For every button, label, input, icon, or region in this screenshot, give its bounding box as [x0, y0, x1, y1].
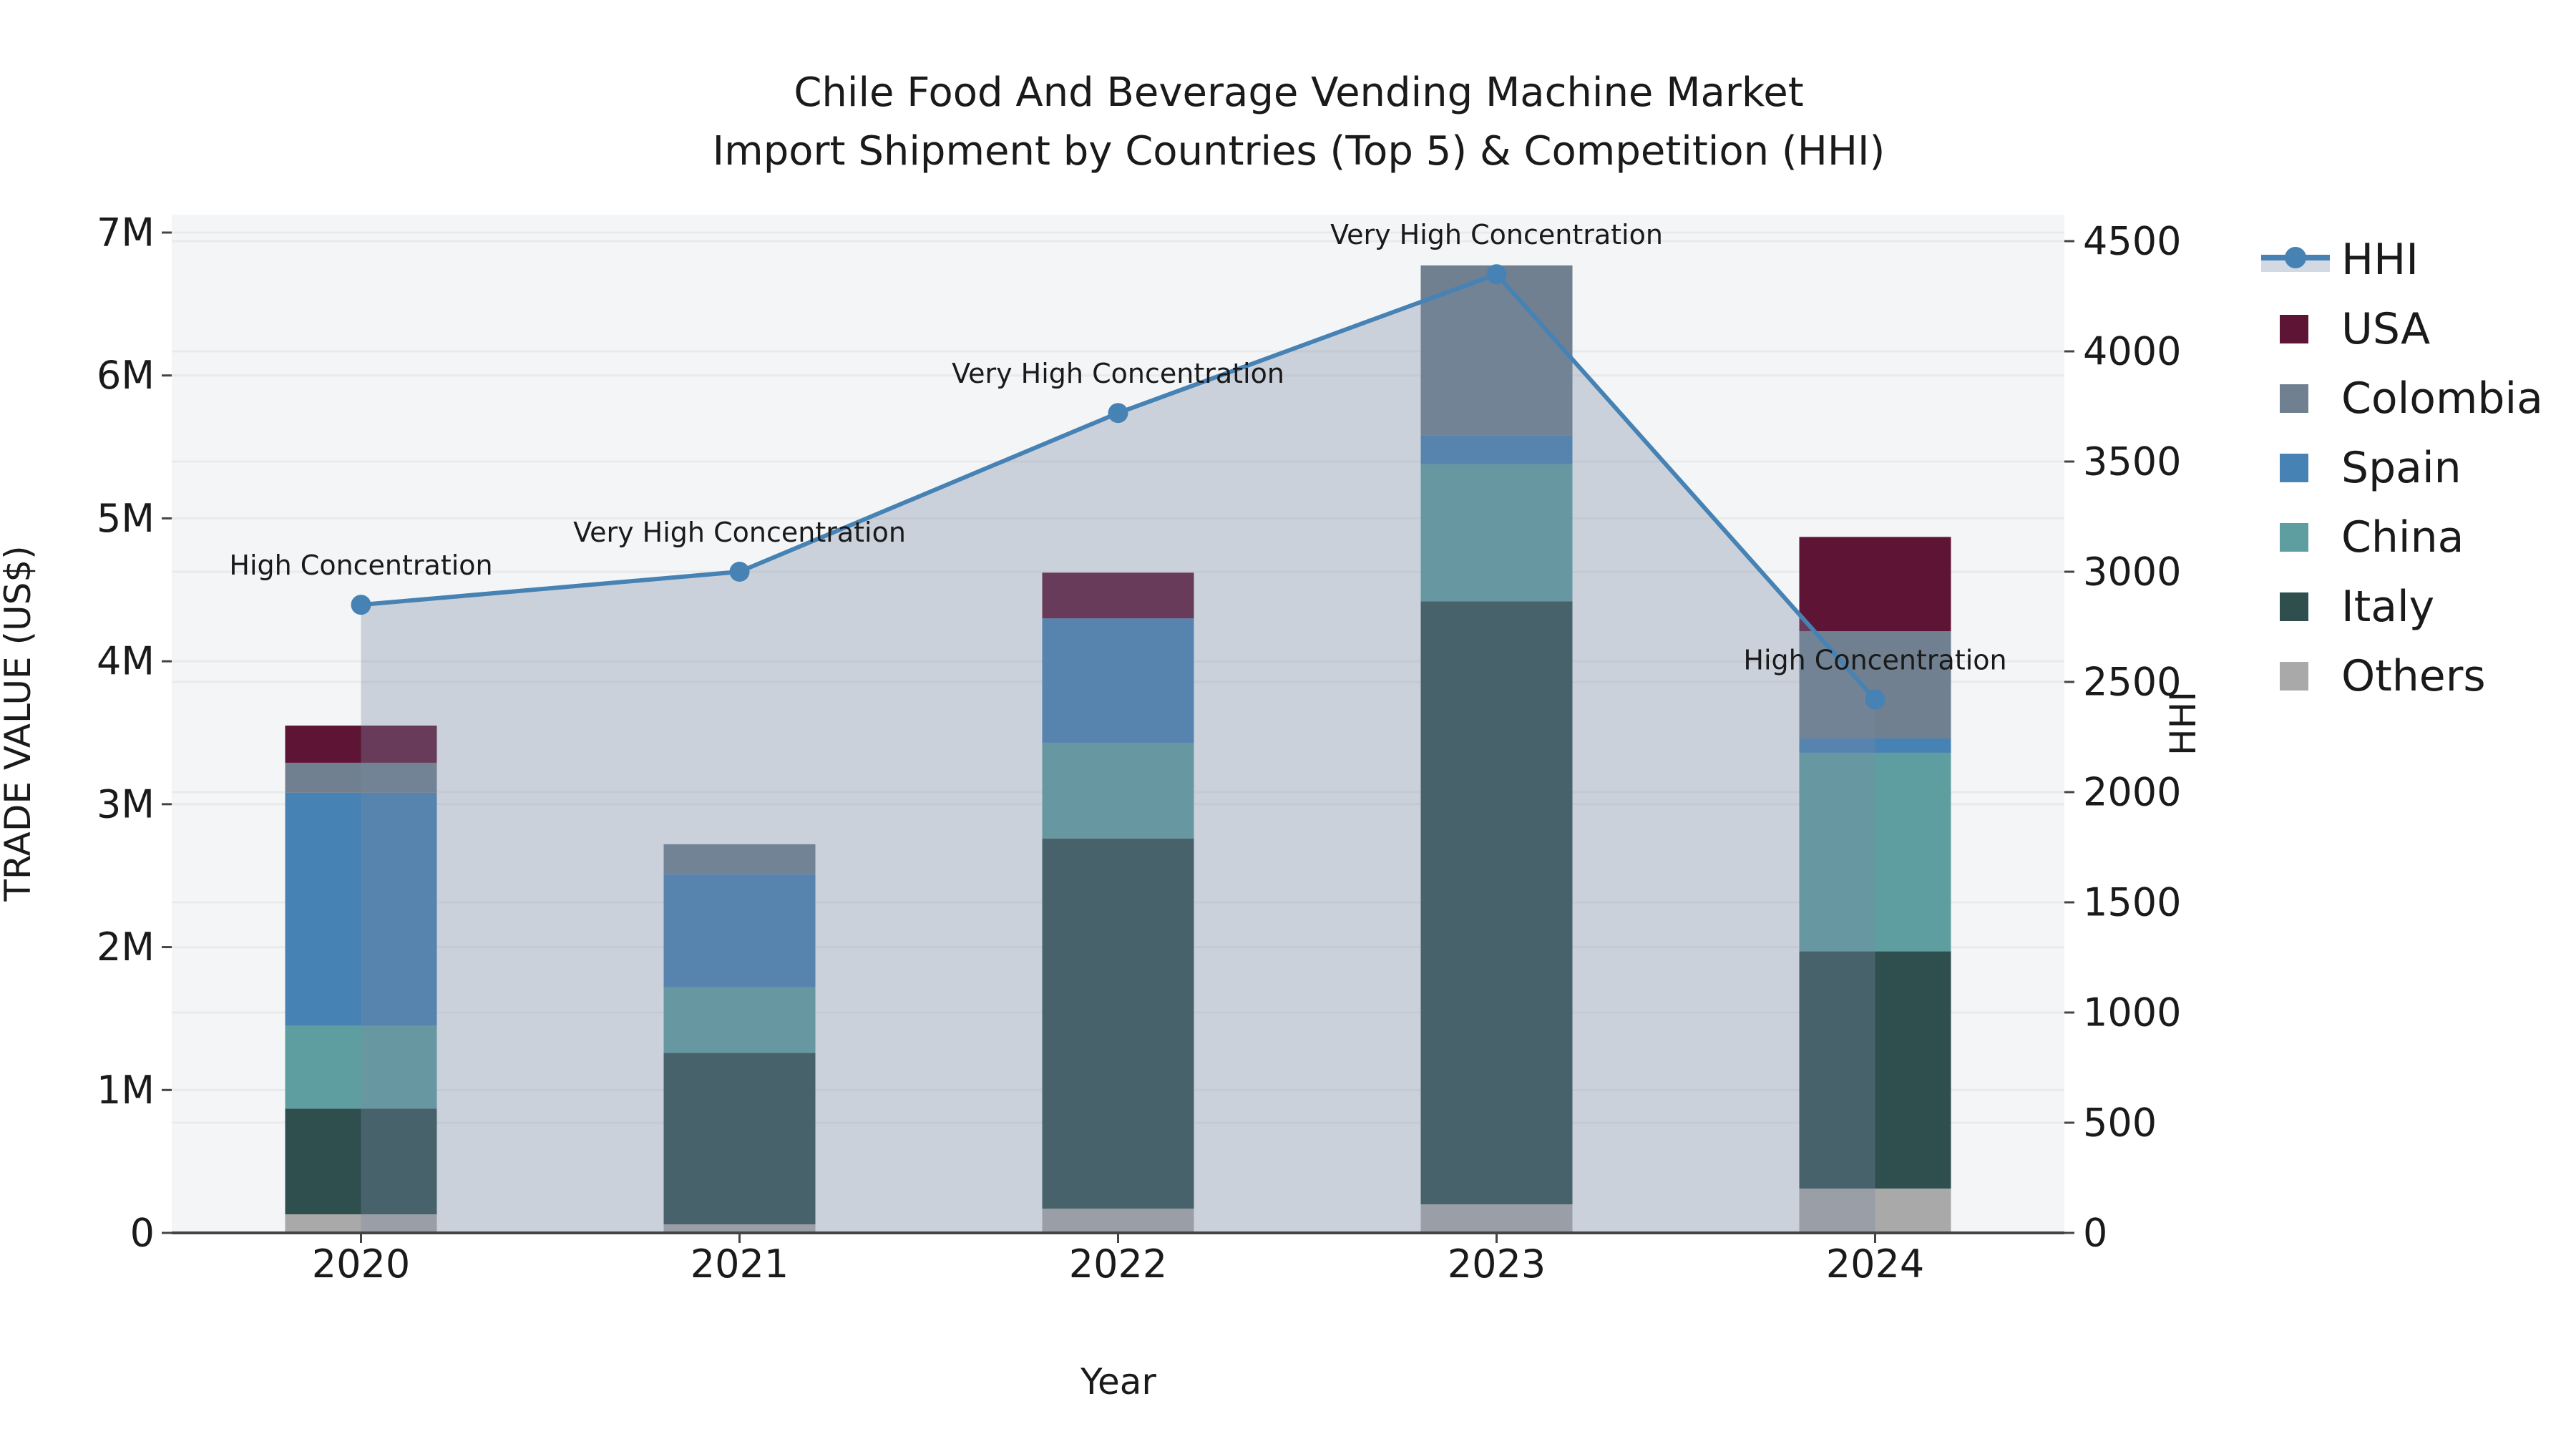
legend-item-others: Others — [2280, 651, 2486, 701]
annotation-2023: Very High Concentration — [1330, 219, 1663, 250]
x-axis-title: Year — [1080, 1361, 1156, 1402]
bar-segment-2021-spain — [663, 874, 816, 987]
legend-item-italy: Italy — [2280, 582, 2434, 632]
annotation-2022: Very High Concentration — [952, 358, 1284, 389]
bar-segment-2020-china — [285, 1025, 437, 1109]
y-axis-title-right: HHI — [2162, 691, 2204, 756]
legend-item-colombia: Colombia — [2280, 374, 2543, 424]
bar-segment-2020-italy — [285, 1108, 437, 1215]
legend-item-china: China — [2280, 512, 2464, 562]
x-tick-label-2022: 2022 — [1069, 1241, 1167, 1287]
x-tick-label-2023: 2023 — [1448, 1241, 1546, 1287]
bar-segment-2021-china — [663, 987, 816, 1053]
hhi-marker-2022 — [1108, 403, 1128, 424]
right-tick-label-2000: 2000 — [2083, 770, 2181, 815]
left-tick-label-3M: 3M — [97, 781, 155, 826]
chart-title-line1: Chile Food And Beverage Vending Machine … — [794, 69, 1803, 116]
legend-swatch-colombia — [2280, 384, 2308, 413]
legend-label-china: China — [2341, 512, 2464, 562]
legend-label-others: Others — [2341, 651, 2486, 701]
right-tick-label-3500: 3500 — [2083, 439, 2181, 484]
bar-segment-2020-spain — [285, 792, 437, 1026]
bar-segment-2020-usa — [285, 726, 437, 763]
y-axis-title-left: TRADE VALUE (US$) — [0, 545, 39, 902]
hhi-marker-2021 — [729, 562, 750, 582]
bar-segment-2024-colombia — [1799, 631, 1951, 738]
bar-segment-2023-china — [1420, 464, 1573, 602]
legend-label-usa: USA — [2341, 304, 2430, 354]
right-tick-label-500: 500 — [2083, 1101, 2157, 1146]
bar-segment-2023-others — [1420, 1204, 1573, 1233]
hhi-marker-2020 — [351, 595, 371, 615]
bar-segment-2024-usa — [1799, 537, 1951, 632]
legend-swatch-others — [2280, 662, 2308, 691]
right-tick-label-4000: 4000 — [2083, 329, 2181, 374]
bar-segment-2024-china — [1799, 752, 1951, 952]
annotation-2021: Very High Concentration — [573, 517, 906, 548]
right-tick-label-3000: 3000 — [2083, 550, 2181, 595]
left-tick-label-6M: 6M — [97, 353, 155, 398]
right-tick-label-2500: 2500 — [2083, 660, 2181, 705]
bar-segment-2021-colombia — [663, 844, 816, 874]
left-tick-label-7M: 7M — [97, 210, 155, 255]
left-tick-label-5M: 5M — [97, 496, 155, 541]
right-tick-label-1500: 1500 — [2083, 880, 2181, 925]
right-tick-label-0: 0 — [2083, 1211, 2107, 1256]
bar-segment-2022-spain — [1042, 618, 1194, 743]
left-tick-label-1M: 1M — [97, 1068, 155, 1113]
bar-segment-2022-others — [1042, 1209, 1194, 1233]
left-tick-label-4M: 4M — [97, 639, 155, 684]
legend-swatch-italy — [2280, 592, 2308, 621]
bar-segment-2024-italy — [1799, 951, 1951, 1189]
chart-root: 0 1M 2M 3M 4M 5M 6M 7M 0 500 1000 1500 2000 2500 3000 3… — [97, 210, 2543, 1287]
x-tick-label-2021: 2021 — [691, 1241, 789, 1287]
bar-segment-2020-colombia — [285, 762, 437, 793]
right-tick-label-1000: 1000 — [2083, 990, 2181, 1035]
right-tick-label-4500: 4500 — [2083, 219, 2181, 264]
bar-segment-2022-china — [1042, 742, 1194, 839]
annotation-2020: High Concentration — [229, 550, 492, 581]
legend-label-colombia: Colombia — [2341, 374, 2543, 424]
annotation-2024: High Concentration — [1743, 645, 2006, 676]
x-tick-label-2024: 2024 — [1826, 1241, 1924, 1287]
bar-segment-2022-italy — [1042, 838, 1194, 1209]
left-tick-label-2M: 2M — [97, 924, 155, 970]
bar-segment-2023-italy — [1420, 601, 1573, 1205]
hhi-marker-2024 — [1865, 689, 1885, 710]
legend-swatch-usa — [2280, 315, 2308, 343]
bar-segment-2020-others — [285, 1214, 437, 1233]
hhi-area-fill — [361, 274, 1875, 1234]
legend-label-spain: Spain — [2341, 443, 2462, 493]
bar-segment-2024-others — [1799, 1189, 1951, 1233]
bar-segment-2021-italy — [663, 1053, 816, 1225]
bar-segment-2021-others — [663, 1224, 816, 1233]
bar-segment-2023-spain — [1420, 435, 1573, 464]
hhi-marker-2023 — [1486, 264, 1507, 285]
x-tick-label-2020: 2020 — [312, 1241, 410, 1287]
legend-item-hhi: HHI — [2261, 235, 2419, 285]
bar-segment-2024-spain — [1799, 738, 1951, 753]
chart-title-line2: Import Shipment by Countries (Top 5) & C… — [713, 128, 1885, 175]
legend-label-italy: Italy — [2341, 582, 2434, 632]
legend-item-spain: Spain — [2280, 443, 2462, 493]
legend-label-hhi: HHI — [2341, 235, 2419, 285]
left-tick-label-0: 0 — [130, 1211, 155, 1256]
legend-swatch-spain — [2280, 454, 2308, 482]
bar-segment-2022-usa — [1042, 572, 1194, 619]
legend-hhi-marker — [2285, 247, 2306, 268]
legend-item-usa: USA — [2280, 304, 2430, 354]
legend-swatch-china — [2280, 523, 2308, 552]
